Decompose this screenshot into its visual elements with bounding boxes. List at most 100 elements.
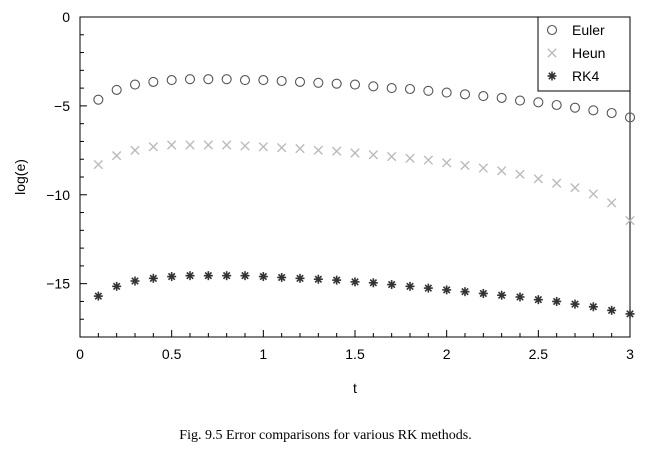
series-layer bbox=[93, 74, 636, 319]
legend-items: Euler Heun RK4 bbox=[546, 22, 605, 84]
data-point-euler bbox=[404, 83, 416, 95]
data-point-heun bbox=[606, 198, 617, 208]
x-tick-label: 0 bbox=[76, 346, 84, 362]
data-point-euler bbox=[624, 112, 636, 123]
data-point-heun bbox=[570, 182, 580, 193]
data-point-rk4 bbox=[350, 277, 360, 287]
data-point-rk4 bbox=[258, 272, 268, 282]
data-point-heun bbox=[148, 142, 159, 152]
x-tick-label: 1.5 bbox=[345, 346, 365, 362]
data-point-euler bbox=[533, 97, 544, 108]
data-point-heun bbox=[423, 155, 434, 165]
y-axis-ticks: 0 −5 −10 −15 bbox=[46, 9, 87, 320]
data-point-heun bbox=[221, 140, 232, 150]
data-point-rk4 bbox=[607, 305, 617, 315]
data-point-rk4 bbox=[387, 280, 397, 290]
data-point-rk4 bbox=[497, 290, 507, 300]
data-point-heun bbox=[386, 151, 397, 162]
data-point-heun bbox=[368, 150, 379, 160]
data-point-rk4 bbox=[313, 274, 323, 284]
data-point-heun bbox=[203, 140, 214, 150]
data-point-heun bbox=[625, 215, 635, 226]
legend-label-euler: Euler bbox=[572, 22, 605, 38]
data-point-heun bbox=[478, 163, 489, 173]
data-point-euler bbox=[276, 75, 287, 87]
legend-label-heun: Heun bbox=[572, 45, 605, 61]
data-point-rk4 bbox=[588, 302, 598, 312]
data-point-rk4 bbox=[368, 278, 378, 288]
y-tick-label: −15 bbox=[46, 276, 70, 292]
legend-marker-euler bbox=[546, 24, 558, 36]
data-point-euler bbox=[441, 87, 452, 98]
data-point-heun bbox=[551, 178, 562, 188]
series-heun bbox=[93, 140, 635, 226]
x-tick-label: 2.5 bbox=[529, 346, 549, 362]
data-point-euler bbox=[129, 79, 141, 90]
data-point-heun bbox=[533, 174, 544, 184]
data-point-euler bbox=[368, 81, 379, 92]
y-tick-label: 0 bbox=[62, 9, 70, 25]
data-point-euler bbox=[221, 74, 232, 85]
x-tick-label: 1 bbox=[259, 346, 267, 362]
data-point-euler bbox=[148, 76, 159, 87]
data-point-euler bbox=[258, 75, 269, 86]
data-point-euler bbox=[313, 77, 324, 88]
data-point-euler bbox=[166, 75, 177, 86]
legend-label-rk4: RK4 bbox=[572, 68, 599, 84]
x-axis-label: t bbox=[353, 380, 357, 396]
legend-marker-rk4 bbox=[547, 71, 557, 81]
x-axis-ticks: 0 0.5 1 1.5 2 2.5 3 bbox=[76, 330, 634, 362]
data-point-rk4 bbox=[148, 273, 158, 283]
data-point-rk4 bbox=[222, 271, 232, 281]
data-point-heun bbox=[93, 159, 104, 170]
data-point-heun bbox=[111, 150, 122, 161]
data-point-euler bbox=[331, 78, 342, 89]
data-point-rk4 bbox=[93, 291, 103, 301]
data-point-rk4 bbox=[442, 285, 452, 295]
figure-caption: Fig. 9.5 Error comparisons for various R… bbox=[179, 428, 472, 443]
y-tick-label: −10 bbox=[46, 187, 70, 203]
data-point-rk4 bbox=[240, 271, 250, 281]
data-point-rk4 bbox=[515, 292, 525, 302]
data-point-euler bbox=[606, 107, 617, 119]
x-tick-label: 2 bbox=[443, 346, 451, 362]
data-point-euler bbox=[423, 85, 434, 96]
data-point-heun bbox=[515, 169, 525, 180]
data-point-heun bbox=[441, 158, 452, 168]
data-point-rk4 bbox=[570, 299, 580, 309]
data-point-heun bbox=[405, 153, 415, 164]
data-point-euler bbox=[478, 91, 489, 102]
y-axis-label: log(e) bbox=[12, 159, 28, 195]
series-rk4 bbox=[93, 271, 635, 319]
plot-area: 0 0.5 1 1.5 2 2.5 3 0 −5 −10 −15 bbox=[46, 9, 636, 362]
data-point-rk4 bbox=[533, 295, 543, 305]
data-point-heun bbox=[496, 166, 507, 176]
data-point-rk4 bbox=[423, 283, 433, 293]
data-point-rk4 bbox=[478, 288, 488, 298]
x-tick-label: 0.5 bbox=[162, 346, 182, 362]
data-point-rk4 bbox=[552, 296, 562, 306]
data-point-rk4 bbox=[295, 273, 305, 283]
data-point-euler bbox=[349, 79, 361, 90]
data-point-euler bbox=[386, 83, 397, 94]
data-point-rk4 bbox=[130, 276, 140, 286]
data-point-heun bbox=[240, 141, 250, 151]
data-point-heun bbox=[185, 140, 195, 150]
data-point-euler bbox=[569, 102, 581, 113]
data-point-rk4 bbox=[112, 281, 122, 291]
data-point-rk4 bbox=[332, 275, 342, 285]
data-point-euler bbox=[184, 74, 196, 85]
data-point-heun bbox=[350, 148, 360, 158]
data-point-heun bbox=[258, 142, 269, 152]
data-point-euler bbox=[239, 75, 251, 86]
data-point-rk4 bbox=[405, 281, 415, 291]
legend-marker-heun bbox=[547, 48, 557, 58]
data-point-heun bbox=[276, 142, 287, 153]
data-point-euler bbox=[496, 92, 507, 103]
data-point-euler bbox=[294, 76, 306, 87]
data-point-rk4 bbox=[185, 271, 195, 281]
data-point-euler bbox=[203, 74, 214, 85]
x-tick-label: 3 bbox=[626, 346, 634, 362]
data-point-rk4 bbox=[625, 309, 635, 319]
